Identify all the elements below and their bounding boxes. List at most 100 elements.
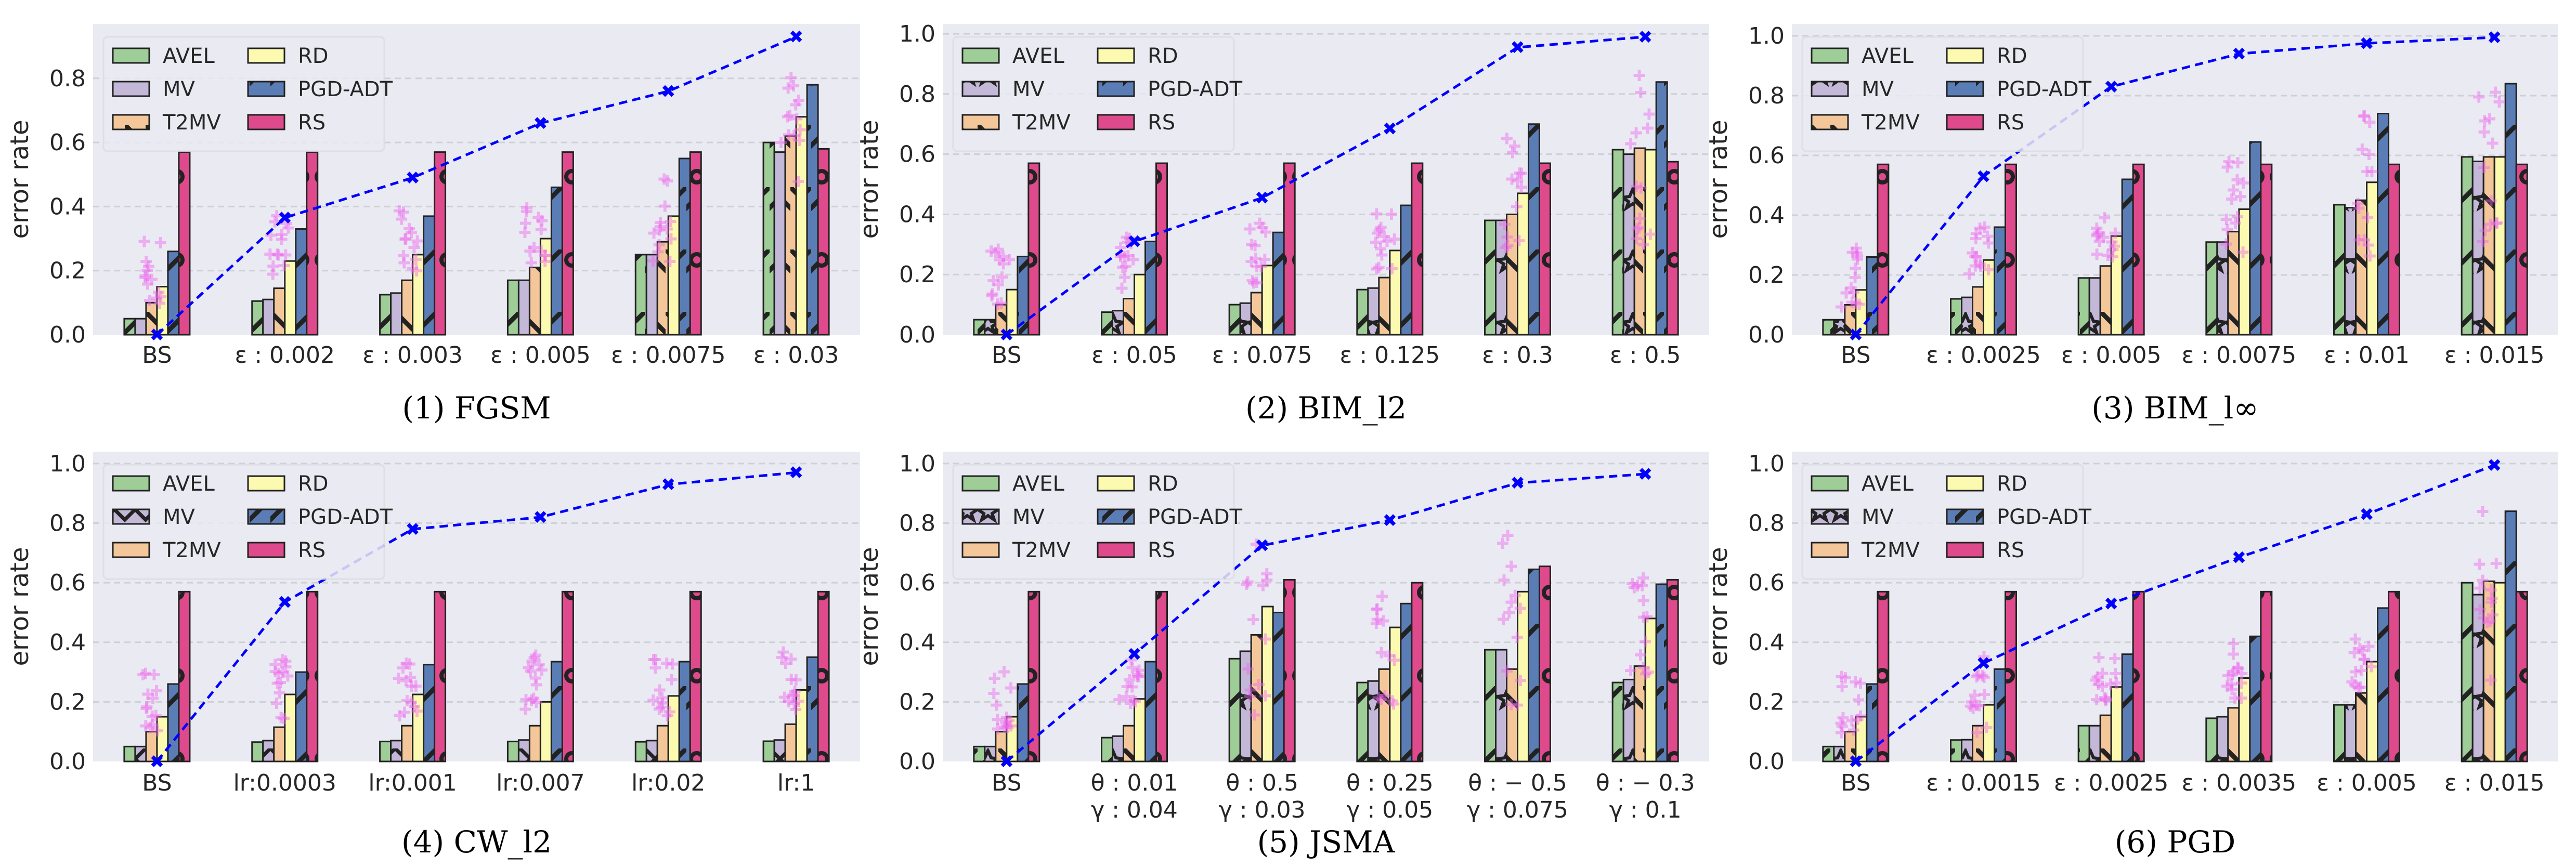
scatter-point: ✚ [271,675,284,693]
scatter-point: ✚ [2222,153,2235,172]
scatter-point: ✚ [2098,689,2111,707]
scatter-point: ✚ [536,213,549,231]
bar-rs-5 [2388,590,2400,762]
scatter-point: ✚ [1641,609,1654,627]
legend-label: PGD-ADT [298,77,393,101]
line-marker: ✖ [1638,464,1653,485]
scatter-point: ✚ [2479,222,2492,241]
scatter-point: ✚ [522,659,535,677]
scatter-point: ✚ [408,698,421,716]
scatter-point: ✚ [1626,575,1639,594]
line-marker: ✖ [1510,37,1525,58]
scatter-point: ✚ [400,655,413,673]
scatter-point: ✚ [2227,181,2240,200]
legend-swatch-rd [1946,475,1984,492]
scatter-point: ✚ [1850,245,1863,263]
scatter-point: ✚ [140,699,153,717]
scatter-point: ✚ [788,695,801,713]
scatter-point: ✚ [409,678,422,696]
scatter-point: ✚ [398,704,411,722]
scatter-point: ✚ [1000,709,1013,727]
scatter-point: ✚ [1971,724,1984,742]
scatter-point: ✚ [2363,248,2376,266]
scatter-point: ✚ [145,271,158,289]
scatter-point: ✚ [788,127,801,146]
scatter-point: ✚ [2109,665,2122,683]
scatter-point: ✚ [1850,240,1863,258]
legend-swatch-avel [112,47,150,64]
scatter-point: ✚ [2235,665,2248,683]
scatter-point: ✚ [397,204,410,222]
bar-pgd-adt-4 [2249,141,2262,336]
scatter-point: ✚ [1259,224,1272,242]
scatter-point: ✚ [1845,713,1858,731]
scatter-point: ✚ [1636,577,1649,596]
bar-avel-1 [123,318,136,336]
legend: AVEL MV T2MV RD PGD-ADT RS [1801,36,2092,152]
scatter-point: ✚ [2484,582,2497,600]
scatter-point: ✚ [2106,241,2119,259]
scatter-point: ✚ [2090,220,2103,238]
x-tick-label: γ : 0.03 [1219,797,1306,823]
bar-t2mv-2 [273,726,286,762]
scatter-point: ✚ [1375,588,1388,606]
scatter-point: ✚ [1840,285,1853,303]
legend-label: RS [1997,538,2024,562]
scatter-point: ✚ [153,295,166,313]
y-tick-label: 0.8 [899,510,935,537]
legend-swatch-t2mv [1811,542,1849,558]
legend-label: T2MV [162,538,221,562]
bar-avel-6 [2461,582,2474,762]
bar-rs-6 [817,590,830,762]
scatter-point: ✚ [1630,178,1643,196]
panel-caption: (3) BIM_l∞ [2091,390,2258,426]
scatter-point: ✚ [646,253,659,271]
scatter-point: ✚ [1373,222,1386,240]
scatter-point: ✚ [519,215,532,233]
scatter-point: ✚ [1132,668,1145,686]
scatter-point: ✚ [399,231,412,249]
bar-pgd-adt-3 [1272,231,1285,336]
scatter-point: ✚ [1637,609,1650,627]
scatter-point: ✚ [647,651,660,669]
scatter-point: ✚ [264,246,277,264]
scatter-point: ✚ [2476,233,2489,252]
y-tick-label: 0.6 [49,129,86,156]
scatter-point: ✚ [792,693,805,711]
scatter-point: ✚ [1129,693,1142,712]
scatter-point: ✚ [2227,635,2240,653]
legend-label: PGD-ADT [1148,77,1243,101]
bar-pgd-adt-6 [1655,583,1668,762]
y-tick-label: 0.6 [899,141,935,168]
scatter-point: ✚ [146,690,159,708]
scatter-point: ✚ [273,685,286,703]
scatter-point: ✚ [1374,219,1387,238]
bar-t2mv-2 [1972,286,1984,336]
legend-label: RS [298,111,326,135]
bar-mv-1 [1833,319,1846,336]
scatter-point: ✚ [2100,691,2113,709]
legend-label: RS [298,538,326,562]
bar-pgd-adt-3 [423,664,436,762]
bar-avel-3 [2077,277,2090,336]
scatter-point: ✚ [2092,676,2105,694]
scatter-point: ✚ [1133,662,1146,680]
legend-label: PGD-ADT [298,505,393,529]
scatter-point: ✚ [139,718,152,736]
scatter-point: ✚ [1501,663,1514,681]
bar-pgd-adt-6 [806,84,819,336]
scatter-point: ✚ [278,257,291,275]
scatter-point: ✚ [1258,251,1271,269]
legend-swatch-pgd-adt [1097,508,1135,525]
scatter-point: ✚ [2226,191,2239,209]
scatter-point: ✚ [1624,662,1637,680]
bar-avel-5 [634,741,647,762]
scatter-point: ✚ [2232,660,2245,678]
scatter-point: ✚ [404,669,417,687]
scatter-point: ✚ [1372,690,1385,708]
bar-t2mv-3 [2099,714,2112,762]
scatter-point: ✚ [1624,136,1637,154]
scatter-point: ✚ [2099,692,2112,711]
scatter-point: ✚ [1498,216,1511,234]
